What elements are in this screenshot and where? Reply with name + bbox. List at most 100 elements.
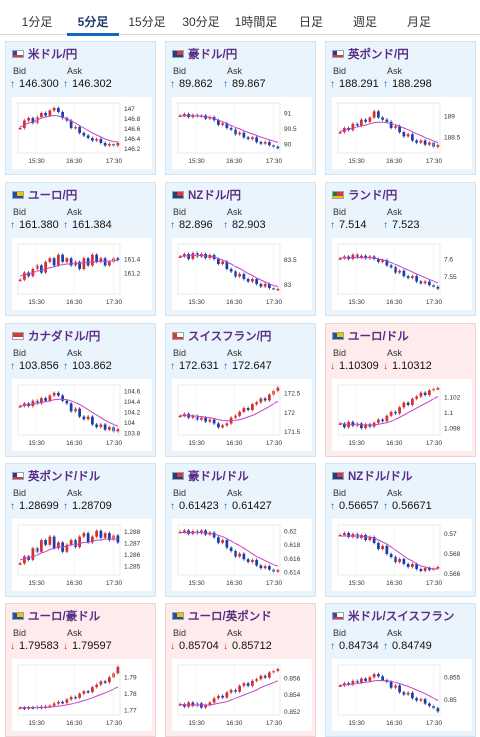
rate-card[interactable]: ランド/円 Bid Ask ↑ 7.514 ↑ 7.523 7.6 7.55 15:30 16:30… (325, 182, 476, 316)
plot-frame (17, 243, 121, 295)
candle-body (108, 261, 111, 266)
rate-card[interactable]: 豪ドル/ドル Bid Ask ↑ 0.61423 ↑ 0.61427 0.62 0.618 0.6… (165, 463, 316, 597)
x-tick-label: 15:30 (348, 720, 365, 727)
currency-pair-link[interactable]: 米ドル/円 (28, 49, 78, 61)
currency-pair-link[interactable]: 米ドル/スイスフラン (348, 611, 455, 623)
tab-monthly[interactable]: 月足 (406, 15, 431, 29)
candlestick-chart: 0.855 0.85 15:30 16:30 17:30 (337, 664, 461, 727)
mini-chart[interactable]: 0.856 0.854 0.852 15:30 16:30 17:30 (172, 659, 312, 731)
arrow-up-icon: ↑ (383, 79, 388, 90)
moving-average-line (19, 538, 118, 561)
candle-body (389, 265, 393, 268)
candle-body (108, 533, 111, 541)
bid-value: 1.10309 (339, 360, 379, 372)
rate-card[interactable]: 英ポンド/ドル Bid Ask ↑ 1.28699 ↑ 1.28709 1.288 1.287 1… (5, 463, 156, 597)
tab-30min[interactable]: 30分足 (182, 15, 220, 29)
arrow-up-icon: ↑ (170, 220, 175, 231)
rate-card[interactable]: ユーロ/ドル Bid Ask ↓ 1.10309 ↓ 1.10312 1.102 1.1 1.09… (325, 323, 476, 457)
candle-body (99, 681, 103, 685)
mini-chart[interactable]: 0.57 0.568 0.566 15:30 16:30 17:30 (332, 519, 472, 591)
currency-pair-link[interactable]: ランド/円 (348, 190, 398, 202)
candle-body (343, 533, 346, 535)
rate-card[interactable]: ユーロ/円 Bid Ask ↑ 161.380 ↑ 161.384 161.4 161.2 15:… (5, 182, 156, 316)
candle-body (419, 699, 423, 701)
rate-card[interactable]: NZドル/円 Bid Ask ↑ 82.896 ↑ 82.903 83.5 83 15:30 16:… (165, 182, 316, 316)
rate-card[interactable]: カナダドル/円 Bid Ask ↑ 103.856 ↑ 103.862 104.6 104.4 1… (5, 323, 156, 457)
candle-body (18, 406, 22, 408)
arrow-up-icon: ↑ (223, 220, 228, 231)
rate-card[interactable]: NZドル/ドル Bid Ask ↑ 0.56657 ↑ 0.56671 0.57 0.568 0.… (325, 463, 476, 597)
currency-pair-link[interactable]: ユーロ/豪ドル (28, 611, 101, 623)
ask-label: Ask (227, 348, 243, 358)
tab-1hour[interactable]: 1時間足 (234, 15, 278, 29)
currency-pair-link[interactable]: 英ポンド/ドル (28, 471, 101, 483)
candle-body (276, 146, 280, 149)
candle-body (208, 419, 212, 422)
rate-card[interactable]: 英ポンド/円 Bid Ask ↑ 188.291 ↑ 188.298 189 188.5 15:3… (325, 41, 476, 175)
candle-body (368, 537, 372, 540)
mini-chart[interactable]: 161.4 161.2 15:30 16:30 17:30 (12, 238, 152, 310)
arrow-down-icon: ↓ (170, 641, 175, 652)
currency-pair-link[interactable]: 豪ドル/ドル (188, 471, 249, 483)
za-flag-icon (332, 191, 344, 199)
plot-frame (177, 524, 281, 576)
candle-body (338, 258, 342, 260)
candle-body (78, 127, 81, 133)
mini-chart[interactable]: 189 188.5 15:30 16:30 17:30 (332, 97, 472, 169)
currency-pair-link[interactable]: ユーロ/ドル (348, 331, 409, 343)
arrow-up-icon: ↑ (170, 501, 175, 512)
candle-body (225, 261, 229, 269)
currency-pair-link[interactable]: NZドル/円 (188, 190, 242, 202)
currency-pair-link[interactable]: カナダドル/円 (28, 331, 101, 343)
mini-chart[interactable]: 1.102 1.1 1.098 15:30 16:30 17:30 (332, 379, 472, 451)
mini-chart[interactable]: 147 146.8 146.6 146.4 146.2 15:30 16:30 17:30 (12, 97, 152, 169)
currency-pair-link[interactable]: 英ポンド/円 (348, 49, 409, 61)
rate-card[interactable]: スイスフラン/円 Bid Ask ↑ 172.631 ↑ 172.647 172.5 172 17… (165, 323, 316, 457)
x-tick-label: 17:30 (266, 158, 283, 165)
candle-body (276, 289, 280, 291)
rate-card[interactable]: 米ドル/スイスフラン Bid Ask ↑ 0.84734 ↑ 0.84749 0.855 0.8… (325, 603, 476, 737)
mini-chart[interactable]: 0.855 0.85 15:30 16:30 17:30 (332, 659, 472, 731)
currency-pair-link[interactable]: スイスフラン/円 (188, 331, 272, 343)
candle-body (402, 402, 406, 408)
bid-label: Bid (13, 348, 27, 358)
arrow-up-icon: ↑ (383, 501, 388, 512)
rate-card[interactable]: 豪ドル/円 Bid Ask ↑ 89.862 ↑ 89.867 91 90.5 90 15:30 16… (165, 41, 316, 175)
candle-body (69, 258, 73, 266)
candle-body (195, 415, 199, 420)
candlestick-chart: 161.4 161.2 15:30 16:30 17:30 (17, 243, 141, 306)
candle-body (18, 563, 22, 565)
tab-weekly[interactable]: 週足 (352, 15, 377, 29)
candle-body (411, 134, 414, 141)
y-tick-label: 104 (124, 420, 135, 427)
candle-body (406, 134, 410, 137)
arrow-up-icon: ↑ (63, 361, 68, 372)
candle-body (99, 530, 103, 538)
mini-chart[interactable]: 172.5 172 171.5 15:30 16:30 17:30 (172, 379, 312, 451)
currency-pair-link[interactable]: 豪ドル/円 (188, 49, 238, 61)
candle-body (402, 132, 406, 137)
currency-pair-link[interactable]: ユーロ/円 (28, 190, 78, 202)
mini-chart[interactable]: 91 90.5 90 15:30 16:30 17:30 (172, 97, 312, 169)
currency-pair-link[interactable]: NZドル/ドル (348, 471, 413, 483)
eu-flag-icon (12, 612, 24, 620)
candle-body (415, 140, 418, 143)
mini-chart[interactable]: 83.5 83 15:30 16:30 17:30 (172, 238, 312, 310)
rate-card[interactable]: ユーロ/豪ドル Bid Ask ↓ 1.79583 ↓ 1.79597 1.79 1.78 1.7… (5, 603, 156, 737)
mini-chart[interactable]: 0.62 0.618 0.616 0.614 15:30 16:30 17:30 (172, 519, 312, 591)
candle-body (48, 395, 52, 401)
mini-chart[interactable]: 104.6 104.4 104.2 104 103.8 15:30 16:30 17:30 (12, 379, 152, 451)
tab-daily[interactable]: 日足 (298, 15, 323, 29)
mini-chart[interactable]: 7.6 7.55 15:30 16:30 17:30 (332, 238, 472, 310)
tab-15min[interactable]: 15分足 (128, 15, 166, 29)
mini-chart[interactable]: 1.79 1.78 1.77 15:30 16:30 17:30 (12, 659, 152, 731)
ask-value: 1.79597 (72, 640, 112, 652)
tab-1min[interactable]: 1分足 (21, 15, 53, 29)
candle-body (200, 417, 203, 420)
rate-card[interactable]: 米ドル/円 Bid Ask ↑ 146.300 ↑ 146.302 147 146.8 146.6… (5, 41, 156, 175)
rate-card[interactable]: ユーロ/英ポンド Bid Ask ↓ 0.85704 ↓ 0.85712 0.856 0.854… (165, 603, 316, 737)
tab-5min[interactable]: 5分足 (65, 0, 121, 36)
mini-chart[interactable]: 1.288 1.287 1.286 1.285 15:30 16:30 17:30 (12, 519, 152, 591)
currency-pair-link[interactable]: ユーロ/英ポンド (188, 611, 272, 623)
candle-body (419, 140, 423, 143)
